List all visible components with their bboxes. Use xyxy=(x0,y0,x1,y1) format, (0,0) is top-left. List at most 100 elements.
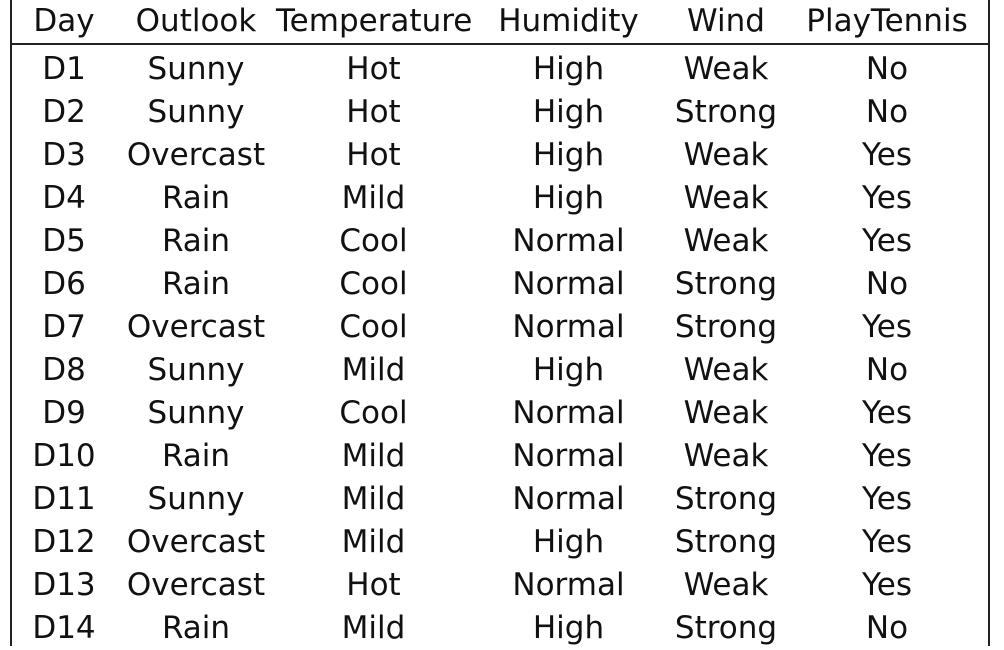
cell-outlook: Sunny xyxy=(147,481,245,517)
cell-outlook: Overcast xyxy=(126,524,266,560)
cell-temperature: Hot xyxy=(346,137,401,173)
cell-playtennis: No xyxy=(865,94,909,130)
cell-humidity: High xyxy=(532,94,605,130)
cell-day: D3 xyxy=(42,137,86,173)
cell-outlook: Rain xyxy=(161,180,231,216)
cell-wind: Weak xyxy=(683,137,769,173)
cell-wind: Weak xyxy=(683,352,769,388)
play-tennis-table: Day Outlook Temperature Humidity Wind Pl… xyxy=(12,0,988,650)
cell-playtennis: No xyxy=(865,51,909,87)
cell-humidity: Normal xyxy=(512,395,625,431)
cell-wind: Strong xyxy=(674,266,778,302)
cell-day: D14 xyxy=(32,610,96,646)
cell-wind: Strong xyxy=(674,309,778,345)
cell-wind: Weak xyxy=(683,438,769,474)
cell-playtennis: Yes xyxy=(861,481,913,517)
table-row: D1 Sunny Hot High Weak No xyxy=(12,44,988,91)
cell-outlook: Sunny xyxy=(147,395,245,431)
table-row: D5 Rain Cool Normal Weak Yes xyxy=(12,220,988,263)
header-day: Day xyxy=(33,3,95,39)
cell-humidity: High xyxy=(532,51,605,87)
cell-outlook: Sunny xyxy=(147,94,245,130)
cell-wind: Strong xyxy=(674,481,778,517)
cell-outlook: Rain xyxy=(161,266,231,302)
cell-outlook: Rain xyxy=(161,223,231,259)
cell-day: D9 xyxy=(42,395,86,431)
cell-outlook: Overcast xyxy=(126,309,266,345)
cell-wind: Strong xyxy=(674,610,778,646)
cell-humidity: High xyxy=(532,610,605,646)
cell-day: D6 xyxy=(42,266,86,302)
cell-day: D8 xyxy=(42,352,86,388)
cell-playtennis: No xyxy=(865,352,909,388)
cell-temperature: Cool xyxy=(339,223,408,259)
table-row: D3 Overcast Hot High Weak Yes xyxy=(12,134,988,177)
cell-playtennis: Yes xyxy=(861,180,913,216)
cell-humidity: Normal xyxy=(512,438,625,474)
cell-wind: Weak xyxy=(683,395,769,431)
header-row: Day Outlook Temperature Humidity Wind Pl… xyxy=(12,0,988,44)
cell-humidity: High xyxy=(532,352,605,388)
cell-temperature: Cool xyxy=(339,395,408,431)
cell-temperature: Mild xyxy=(341,352,406,388)
cell-playtennis: Yes xyxy=(861,395,913,431)
cell-day: D12 xyxy=(32,524,96,560)
cell-day: D11 xyxy=(32,481,96,517)
cell-day: D4 xyxy=(42,180,86,216)
cell-day: D2 xyxy=(42,94,86,130)
cell-wind: Weak xyxy=(683,51,769,87)
cell-playtennis: Yes xyxy=(861,567,913,603)
header-temperature: Temperature xyxy=(276,3,473,39)
cell-day: D5 xyxy=(42,223,86,259)
cell-temperature: Hot xyxy=(346,51,401,87)
cell-temperature: Mild xyxy=(341,481,406,517)
cell-temperature: Cool xyxy=(339,309,408,345)
cell-humidity: Normal xyxy=(512,266,625,302)
cell-playtennis: No xyxy=(865,266,909,302)
cell-temperature: Cool xyxy=(339,266,408,302)
cell-playtennis: Yes xyxy=(861,438,913,474)
cell-humidity: High xyxy=(532,524,605,560)
cell-playtennis: No xyxy=(865,610,909,646)
cell-wind: Weak xyxy=(683,567,769,603)
cell-temperature: Hot xyxy=(346,567,401,603)
table-row: D7 Overcast Cool Normal Strong Yes xyxy=(12,306,988,349)
cell-outlook: Rain xyxy=(161,610,231,646)
cell-day: D13 xyxy=(32,567,96,603)
cell-outlook: Rain xyxy=(161,438,231,474)
cell-temperature: Mild xyxy=(341,610,406,646)
cell-humidity: Normal xyxy=(512,567,625,603)
cell-humidity: High xyxy=(532,180,605,216)
table-header: Day Outlook Temperature Humidity Wind Pl… xyxy=(12,0,988,44)
cell-humidity: High xyxy=(532,137,605,173)
cell-wind: Strong xyxy=(674,524,778,560)
table-row: D2 Sunny Hot High Strong No xyxy=(12,91,988,134)
table-row: D6 Rain Cool Normal Strong No xyxy=(12,263,988,306)
header-wind: Wind xyxy=(687,3,765,39)
cell-wind: Weak xyxy=(683,223,769,259)
cell-temperature: Mild xyxy=(341,438,406,474)
table-row: D4 Rain Mild High Weak Yes xyxy=(12,177,988,220)
table-row: D13 Overcast Hot Normal Weak Yes xyxy=(12,564,988,607)
table-row: D12 Overcast Mild High Strong Yes xyxy=(12,521,988,564)
play-tennis-table-container: Day Outlook Temperature Humidity Wind Pl… xyxy=(10,0,990,646)
cell-wind: Weak xyxy=(683,180,769,216)
cell-playtennis: Yes xyxy=(861,137,913,173)
cell-temperature: Hot xyxy=(346,94,401,130)
cell-playtennis: Yes xyxy=(861,223,913,259)
cell-playtennis: Yes xyxy=(861,524,913,560)
table-row: D11 Sunny Mild Normal Strong Yes xyxy=(12,478,988,521)
table-row: D8 Sunny Mild High Weak No xyxy=(12,349,988,392)
header-outlook: Outlook xyxy=(135,3,257,39)
cell-humidity: Normal xyxy=(512,309,625,345)
cell-wind: Strong xyxy=(674,94,778,130)
cell-outlook: Sunny xyxy=(147,51,245,87)
cell-temperature: Mild xyxy=(341,524,406,560)
table-row: D10 Rain Mild Normal Weak Yes xyxy=(12,435,988,478)
table-row: D9 Sunny Cool Normal Weak Yes xyxy=(12,392,988,435)
cell-outlook: Overcast xyxy=(126,567,266,603)
table-body: D1 Sunny Hot High Weak No D2 Sunny Hot High Strong… xyxy=(12,44,988,650)
cell-day: D10 xyxy=(32,438,96,474)
cell-temperature: Mild xyxy=(341,180,406,216)
cell-humidity: Normal xyxy=(512,223,625,259)
